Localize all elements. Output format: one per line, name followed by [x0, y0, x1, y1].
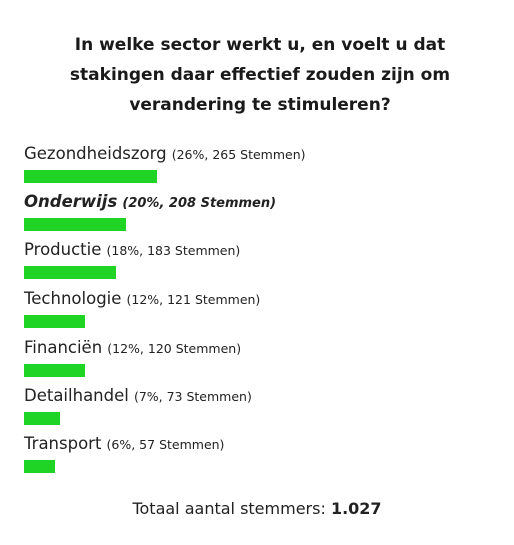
- option-bar: [24, 315, 85, 328]
- poll-option-financien: Financiën (12%, 120 Stemmen): [24, 337, 494, 385]
- total-voters: Totaal aantal stemmers: 1.027: [0, 499, 514, 518]
- poll-option-technologie: Technologie (12%, 121 Stemmen): [24, 288, 494, 336]
- option-bar: [24, 412, 60, 425]
- option-bar: [24, 218, 126, 231]
- option-stats: (6%, 57 Stemmen): [106, 437, 225, 452]
- option-stats: (12%, 120 Stemmen): [107, 341, 242, 356]
- poll-option-detailhandel: Detailhandel (7%, 73 Stemmen): [24, 385, 494, 433]
- option-bar-track: [24, 315, 514, 328]
- option-stats: (20%, 208 Stemmen): [122, 196, 277, 211]
- poll-option-productie: Productie (18%, 183 Stemmen): [24, 239, 494, 287]
- option-bar: [24, 364, 85, 377]
- option-stats: (12%, 121 Stemmen): [126, 292, 261, 307]
- option-bar: [24, 170, 157, 183]
- poll-option-gezondheidszorg: Gezondheidszorg (26%, 265 Stemmen): [24, 143, 494, 191]
- option-stats: (7%, 73 Stemmen): [133, 389, 252, 404]
- option-stats: (26%, 265 Stemmen): [171, 147, 306, 162]
- option-bar-track: [24, 170, 514, 183]
- option-label: Financiën: [24, 338, 103, 357]
- option-bar-track: [24, 266, 514, 279]
- option-label: Productie: [24, 240, 102, 259]
- option-bar-track: [24, 460, 514, 473]
- poll-question: In welke sector werkt u, en voelt u dat …: [69, 35, 451, 115]
- option-bar: [24, 266, 116, 279]
- poll-option-transport: Transport (6%, 57 Stemmen): [24, 433, 494, 481]
- option-label: Onderwijs: [24, 192, 118, 211]
- option-label: Detailhandel: [24, 386, 129, 405]
- total-voters-label: Totaal aantal stemmers:: [132, 499, 326, 518]
- option-label: Technologie: [24, 289, 122, 308]
- option-stats: (18%, 183 Stemmen): [106, 243, 241, 258]
- poll-option-onderwijs: Onderwijs (20%, 208 Stemmen): [24, 191, 494, 239]
- option-bar-track: [24, 412, 514, 425]
- option-label: Transport: [24, 434, 102, 453]
- option-bar-track: [24, 218, 514, 231]
- option-label: Gezondheidszorg: [24, 144, 167, 163]
- option-bar-track: [24, 364, 514, 377]
- total-voters-value: 1.027: [330, 499, 382, 518]
- option-bar: [24, 460, 55, 473]
